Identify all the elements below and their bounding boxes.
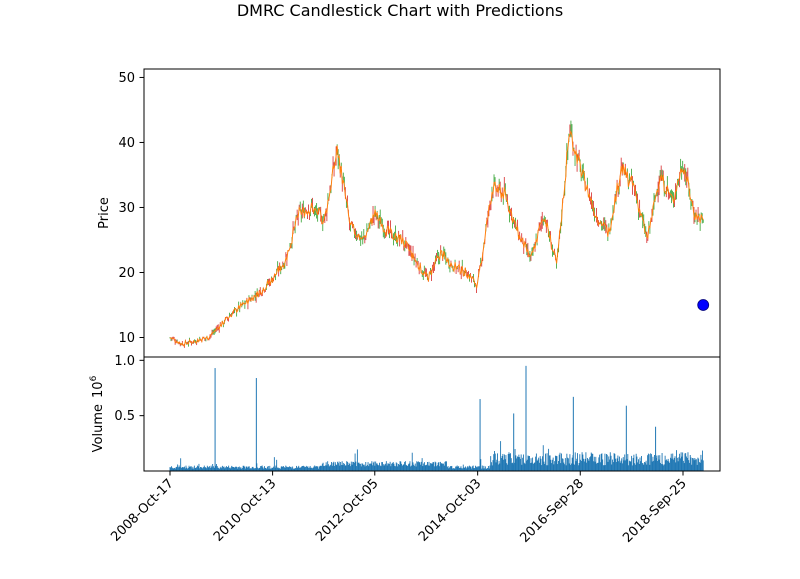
x-tick-label: 2016-Sep-28 [517,476,587,546]
volume-plot-area [144,357,720,471]
volume-y-ticks: 0.5 1.0 [114,354,144,424]
price-tick-label: 20 [118,266,135,281]
price-axis-label: Price [97,197,112,229]
x-tick-label: 2008-Oct-17 [108,476,176,544]
price-panel: 10 20 30 40 50 Price [97,68,721,358]
price-tick-label: 40 [118,136,135,151]
volume-axis-label-text: Volume [91,404,106,452]
price-plot-area [144,69,720,357]
price-y-ticks: 10 20 30 40 50 [118,71,144,346]
x-tick-label: 2010-Oct-13 [211,476,279,544]
volume-tick-label: 1.0 [114,354,135,369]
price-series [169,120,710,348]
volume-panel: 0.5 1.0 Volume 106 [89,354,721,472]
price-tick-label: 30 [118,201,135,216]
volume-axes-frame [143,356,721,472]
chart-title: DMRC Candlestick Chart with Predictions [237,1,563,20]
prediction-marker [697,299,710,311]
volume-bars [169,365,704,471]
volume-axis-label: Volume 106 [89,375,106,452]
x-tick-label: 2018-Sep-25 [620,476,690,546]
price-tick-label: 10 [118,331,135,346]
x-tick-label: 2012-Oct-05 [313,476,381,544]
x-axis-ticks: 2008-Oct-17 2010-Oct-13 2012-Oct-05 2014-Oc… [108,471,690,546]
volume-scale-base: 10 [91,381,106,398]
volume-scale-exponent: 6 [89,375,99,381]
close-price-line [169,130,704,347]
x-tick-label: 2014-Oct-03 [416,476,484,544]
price-tick-label: 50 [118,71,135,86]
volume-tick-label: 0.5 [114,409,135,424]
